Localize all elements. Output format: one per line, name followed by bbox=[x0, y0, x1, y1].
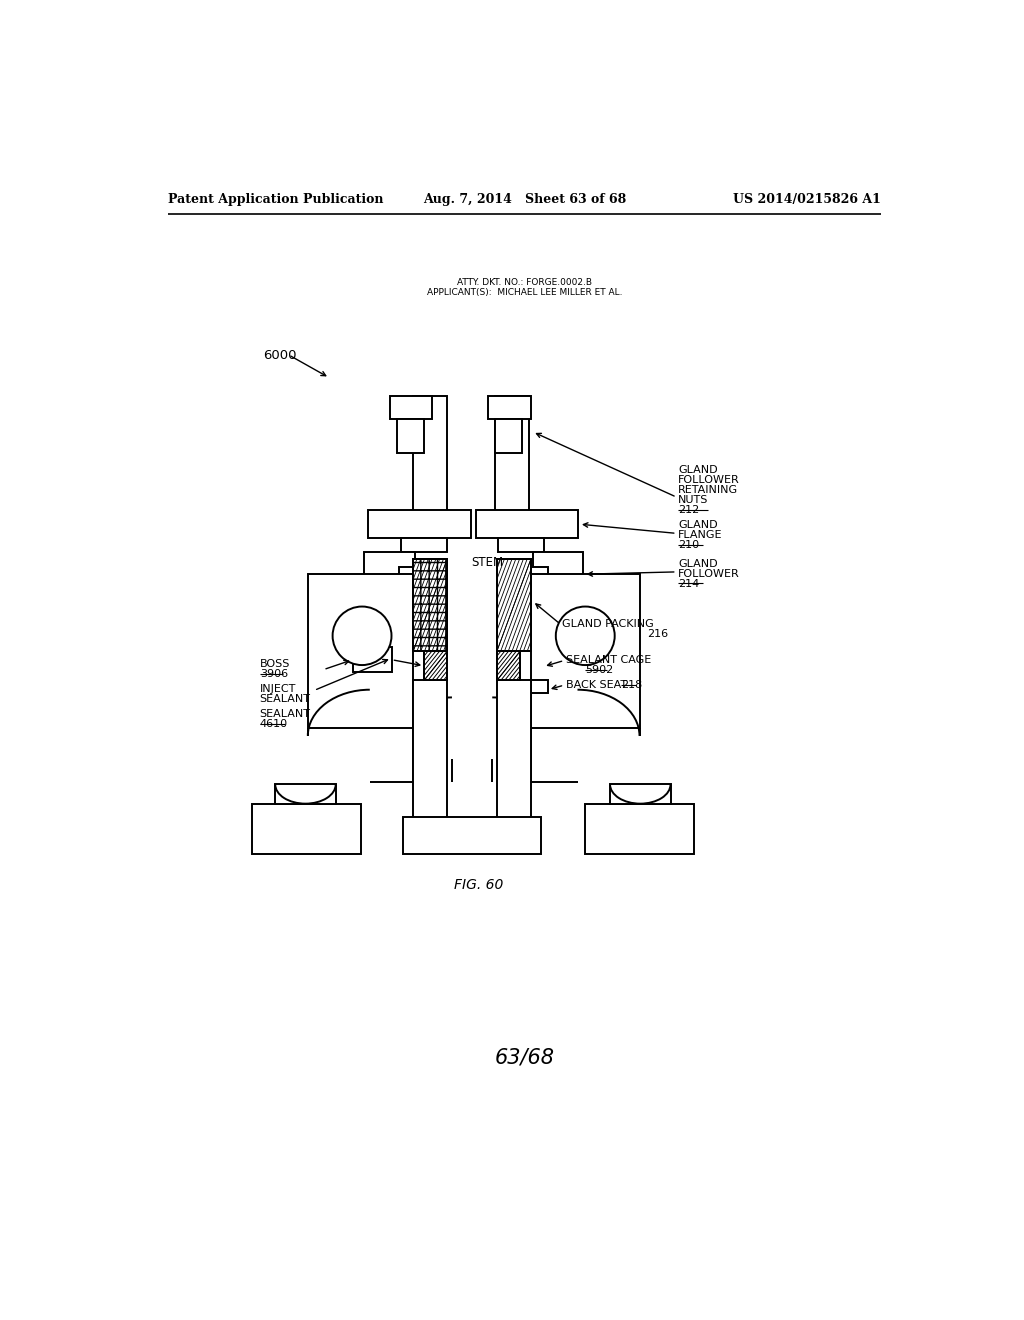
Bar bbox=[531, 574, 640, 729]
Bar bbox=[488, 396, 531, 418]
Bar bbox=[414, 558, 447, 651]
Circle shape bbox=[556, 607, 614, 665]
Bar bbox=[414, 558, 447, 651]
Text: 5902: 5902 bbox=[586, 665, 613, 675]
Text: GLAND: GLAND bbox=[678, 465, 718, 475]
Bar bbox=[497, 651, 520, 681]
Bar bbox=[496, 418, 522, 453]
Bar bbox=[531, 681, 548, 693]
Bar bbox=[424, 651, 447, 681]
Text: 63/68: 63/68 bbox=[495, 1048, 555, 1068]
Text: US 2014/0215826 A1: US 2014/0215826 A1 bbox=[733, 193, 882, 206]
Text: APPLICANT(S):  MICHAEL LEE MILLER ET AL.: APPLICANT(S): MICHAEL LEE MILLER ET AL. bbox=[427, 288, 623, 297]
Text: 4610: 4610 bbox=[260, 719, 288, 729]
Text: GLAND: GLAND bbox=[678, 520, 718, 531]
Bar bbox=[365, 552, 415, 594]
Text: STEM: STEM bbox=[471, 557, 504, 569]
Text: RETAINING: RETAINING bbox=[678, 484, 738, 495]
Bar bbox=[308, 574, 414, 729]
Text: 3906: 3906 bbox=[260, 669, 288, 678]
Text: FLANGE: FLANGE bbox=[678, 531, 723, 540]
Bar bbox=[399, 568, 432, 594]
Bar bbox=[497, 558, 531, 651]
Bar bbox=[400, 539, 447, 552]
Bar bbox=[414, 681, 447, 818]
Circle shape bbox=[333, 607, 391, 665]
Bar bbox=[403, 817, 541, 854]
Bar bbox=[252, 804, 360, 854]
Text: Patent Application Publication: Patent Application Publication bbox=[168, 193, 384, 206]
Text: SEALANT: SEALANT bbox=[260, 693, 310, 704]
Text: FOLLOWER: FOLLOWER bbox=[678, 475, 740, 484]
Text: NUTS: NUTS bbox=[678, 495, 709, 504]
Bar bbox=[610, 784, 671, 804]
Bar bbox=[397, 418, 424, 453]
Bar bbox=[497, 681, 531, 818]
Bar bbox=[515, 568, 548, 594]
Text: 6000: 6000 bbox=[263, 350, 297, 363]
Text: 216: 216 bbox=[647, 628, 669, 639]
Text: FIG. 60: FIG. 60 bbox=[454, 878, 503, 892]
Bar bbox=[496, 396, 529, 536]
Bar bbox=[424, 651, 447, 681]
Bar bbox=[390, 396, 432, 418]
Text: BACK SEAT: BACK SEAT bbox=[566, 681, 627, 690]
Text: SEALANT CAGE: SEALANT CAGE bbox=[566, 655, 651, 665]
Text: ATTY. DKT. NO.: FORGE.0002.B: ATTY. DKT. NO.: FORGE.0002.B bbox=[458, 277, 592, 286]
Text: 210: 210 bbox=[678, 540, 699, 550]
Bar bbox=[476, 510, 579, 539]
Bar bbox=[532, 552, 583, 594]
Bar bbox=[497, 651, 520, 681]
Text: 212: 212 bbox=[678, 506, 699, 515]
Bar bbox=[414, 396, 447, 536]
Text: SEALANT: SEALANT bbox=[260, 709, 310, 719]
Text: Aug. 7, 2014   Sheet 63 of 68: Aug. 7, 2014 Sheet 63 of 68 bbox=[423, 193, 627, 206]
Bar bbox=[352, 647, 391, 672]
Text: GLAND PACKING: GLAND PACKING bbox=[562, 619, 653, 628]
Text: INJECT: INJECT bbox=[260, 684, 296, 693]
Bar bbox=[586, 804, 693, 854]
Text: FOLLOWER: FOLLOWER bbox=[678, 569, 740, 578]
Text: GLAND: GLAND bbox=[678, 558, 718, 569]
Bar bbox=[369, 510, 471, 539]
Bar bbox=[498, 539, 544, 552]
Bar bbox=[275, 784, 336, 804]
Bar bbox=[497, 558, 531, 651]
Text: 218: 218 bbox=[621, 681, 642, 690]
Text: 214: 214 bbox=[678, 578, 699, 589]
Text: BOSS: BOSS bbox=[260, 659, 290, 669]
